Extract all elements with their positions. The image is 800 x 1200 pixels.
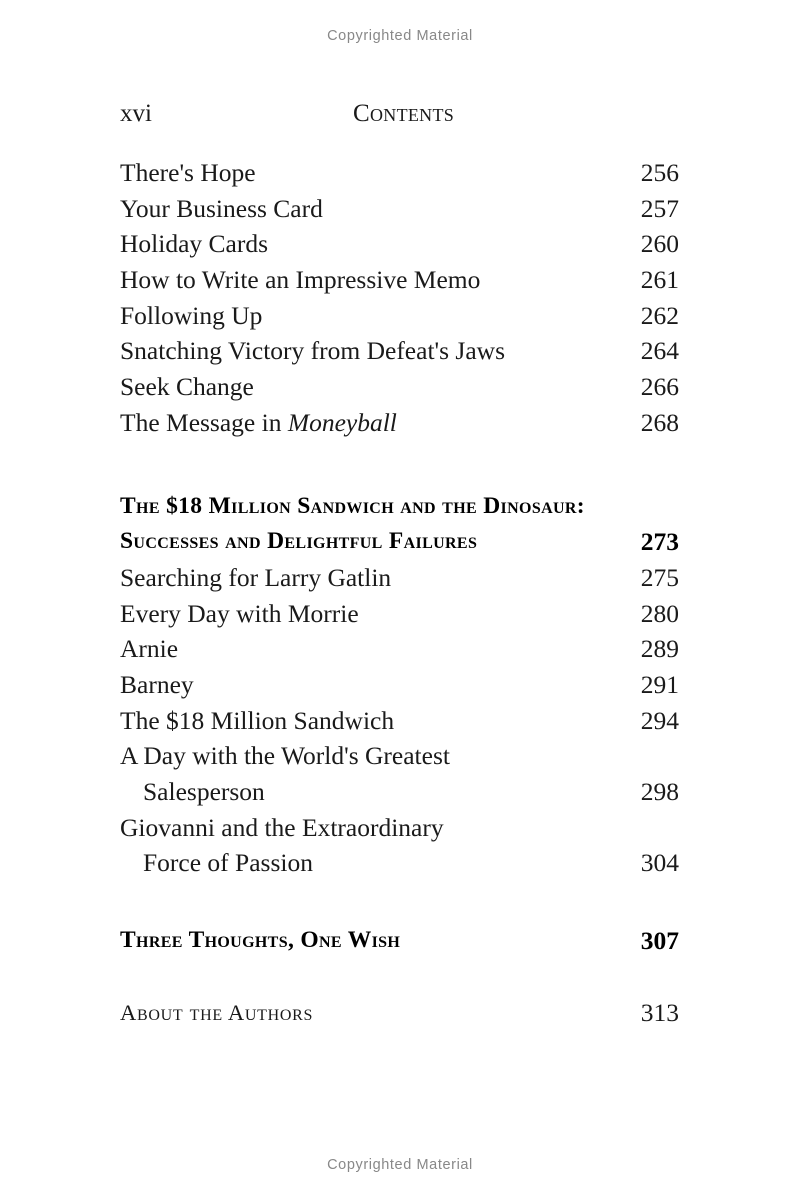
toc-section-heading-page: 307 (640, 926, 679, 956)
toc-entry-page: 268 (640, 407, 679, 437)
toc-section-heading[interactable]: Three Thoughts, One Wish 307 (120, 923, 679, 959)
toc-entry-page: 289 (640, 634, 679, 664)
toc-entry-page: 264 (640, 336, 679, 366)
toc-entry-title: The $18 Million Sandwich (120, 705, 395, 735)
page-folio: xvi (120, 100, 152, 127)
toc-entry-title-italic: Moneyball (287, 407, 397, 437)
toc-entry[interactable]: Following Up 262 (120, 298, 679, 334)
toc-entry-title: Every Day with Morrie (120, 598, 359, 628)
toc-section-heading-line2: Successes and Delightful Failures (120, 528, 478, 555)
toc-entry-title: Barney (120, 669, 194, 699)
toc-entry-continuation[interactable]: Force of Passion 304 (120, 845, 679, 881)
toc-entry-title: Giovanni and the Extraordinary (120, 812, 444, 842)
spacer (120, 959, 679, 995)
toc-entry-title: Your Business Card (120, 193, 323, 223)
toc-entry[interactable]: Arnie 289 (120, 631, 679, 667)
toc-section-heading-line1: The $18 Million Sandwich and the Dinosau… (120, 492, 585, 519)
copyrighted-material-header: Copyrighted Material (327, 28, 473, 44)
toc-entry-title: Searching for Larry Gatlin (120, 562, 392, 592)
table-of-contents: There's Hope 256 Your Business Card 257 … (120, 155, 679, 1030)
toc-entry-page: 275 (640, 562, 679, 592)
toc-backmatter-title: About the Authors (120, 999, 314, 1025)
toc-entry-page: 262 (640, 300, 679, 330)
toc-entry[interactable]: Seek Change 266 (120, 369, 679, 405)
toc-entry[interactable]: Your Business Card 257 (120, 191, 679, 227)
toc-entry[interactable]: The Message in Moneyball 268 (120, 405, 679, 441)
toc-entry-title: How to Write an Impressive Memo (120, 265, 481, 295)
toc-entry-page: 256 (640, 158, 679, 187)
toc-entry[interactable]: Snatching Victory from Defeat's Jaws 264 (120, 333, 679, 369)
toc-entry-page: 280 (640, 598, 679, 628)
toc-entry[interactable]: Searching for Larry Gatlin 275 (120, 560, 679, 596)
toc-entry-page: 266 (640, 372, 679, 402)
toc-entry-title: Holiday Cards (120, 229, 269, 259)
toc-entry-title: Snatching Victory from Defeat's Jaws (120, 336, 506, 366)
toc-entry-continuation[interactable]: Salesperson 298 (120, 774, 679, 810)
toc-entry[interactable]: Barney 291 (120, 667, 679, 703)
running-head: xvi Contents (120, 99, 680, 129)
toc-entry-page: 304 (640, 848, 679, 878)
copyrighted-material-footer: Copyrighted Material (327, 1157, 473, 1173)
toc-section-heading-title: Three Thoughts, One Wish (120, 927, 401, 954)
toc-entry[interactable]: Every Day with Morrie 280 (120, 596, 679, 632)
toc-backmatter-page: 313 (640, 997, 679, 1027)
page-title: Contents (353, 100, 455, 127)
toc-entry-title: Seek Change (120, 372, 254, 402)
toc-entry-title-text: The Message in (120, 407, 288, 437)
toc-entry[interactable]: Holiday Cards 260 (120, 226, 679, 262)
toc-entry-page: 260 (640, 229, 679, 259)
toc-entry-title: The Message in Moneyball (120, 405, 397, 441)
spacer (120, 881, 679, 923)
toc-entry[interactable]: Giovanni and the Extraordinary (120, 810, 679, 846)
toc-entry[interactable]: There's Hope 256 (120, 155, 679, 191)
spacer (120, 441, 679, 489)
toc-entry[interactable]: A Day with the World's Greatest (120, 738, 679, 774)
toc-entry-title: Force of Passion (143, 848, 313, 878)
toc-entry-page: 257 (640, 193, 679, 223)
toc-entry-page: 291 (640, 669, 679, 699)
toc-entry-title: There's Hope (120, 158, 256, 187)
toc-entry-title: Arnie (120, 634, 179, 664)
toc-section-heading-page: 273 (640, 527, 679, 557)
toc-section-heading-cont[interactable]: Successes and Delightful Failures 273 (120, 524, 679, 560)
toc-entry[interactable]: The $18 Million Sandwich 294 (120, 703, 679, 739)
toc-entry-title: Salesperson (143, 777, 265, 806)
toc-entry-page: 261 (640, 265, 679, 295)
toc-backmatter-entry[interactable]: About the Authors 313 (120, 995, 679, 1031)
toc-entry[interactable]: How to Write an Impressive Memo 261 (120, 262, 679, 298)
toc-entry-page: 294 (640, 705, 679, 735)
toc-section-heading[interactable]: The $18 Million Sandwich and the Dinosau… (120, 489, 679, 525)
toc-entry-title: A Day with the World's Greatest (120, 741, 450, 771)
toc-entry-title: Following Up (120, 300, 263, 330)
toc-entry-page: 298 (640, 777, 679, 806)
